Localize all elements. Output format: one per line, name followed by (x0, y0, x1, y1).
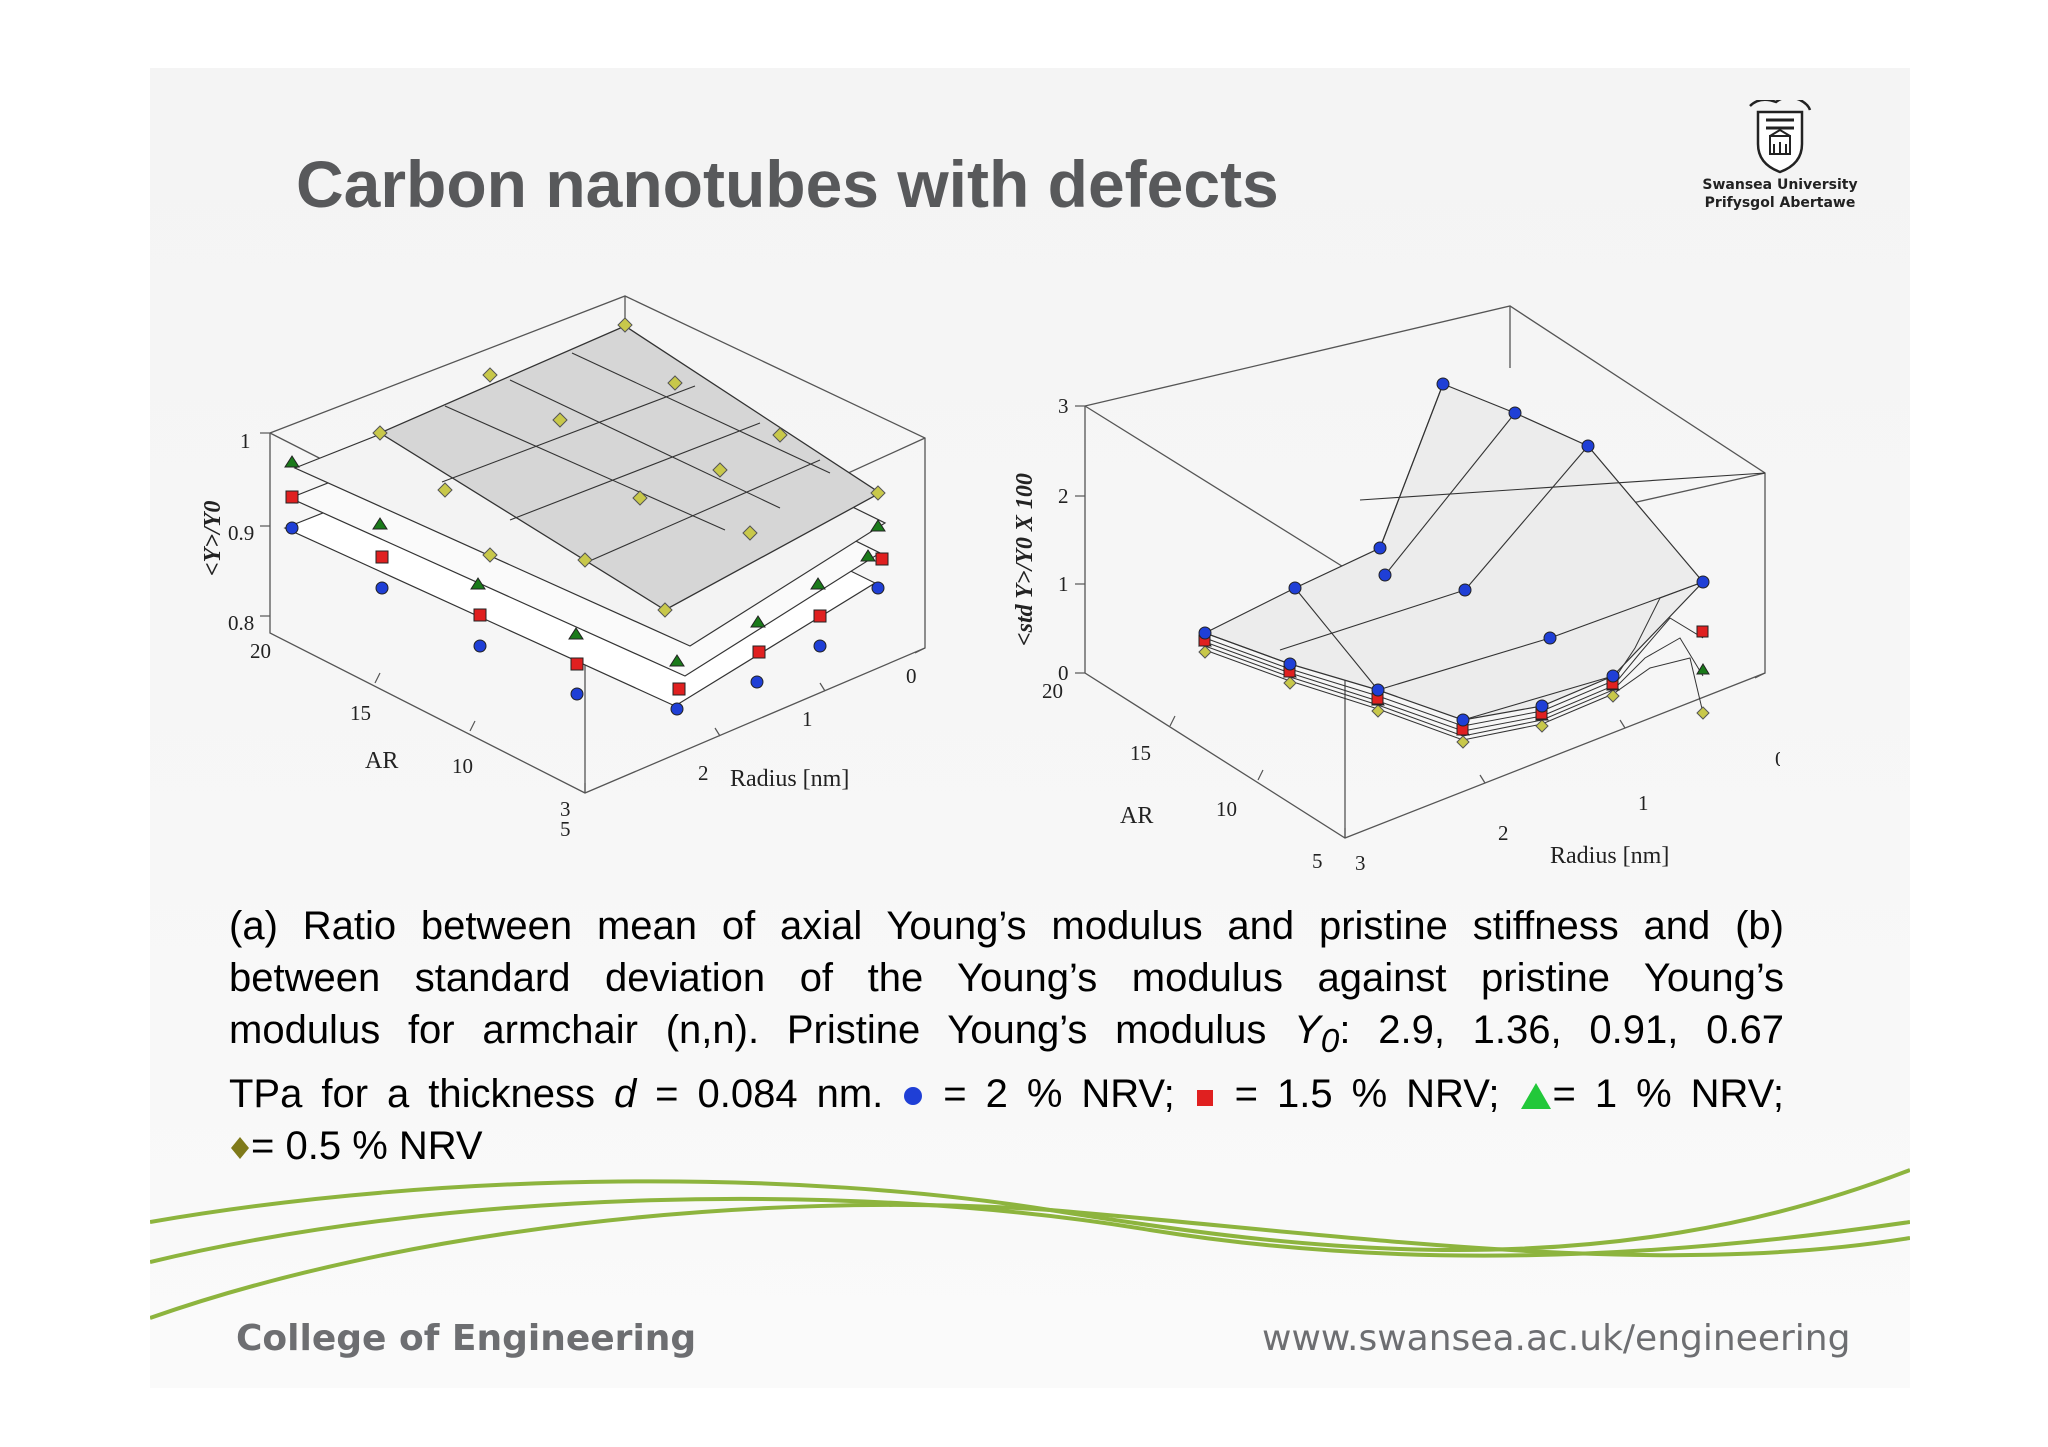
fig-a-artick-2: 15 (350, 701, 371, 725)
figure-b-plot: 3 2 1 0 20 15 10 5 0 1 2 3 AR Radius [nm… (1012, 305, 1780, 875)
caption-line-1: (a) Ratio between mean of axial Young’s … (229, 904, 1784, 948)
legend-green-text: = 1 % NRV; (1552, 1072, 1784, 1116)
figure-caption: (a) Ratio between mean of axial Young’s … (229, 900, 1784, 1172)
fig-a-ztick-3: 0.8 (228, 611, 254, 635)
caption-line-4: TPa for a thickness d = 0.084 nm. = 2 % … (229, 1068, 1784, 1120)
fig-b-artick-4: 5 (1312, 849, 1323, 873)
fig-a-artick-3: 10 (452, 754, 473, 778)
figure-b-markers (1198, 377, 1710, 749)
fig-b-z-label: <std Y>/Y0 X 100 (1012, 473, 1038, 646)
decorative-wave-lines (150, 1168, 1910, 1320)
caption-line-5: = 0.5 % NRV (229, 1120, 1784, 1172)
footer-college-name: College of Engineering (236, 1318, 697, 1359)
fig-a-radius-label: Radius [nm] (730, 766, 849, 792)
fig-b-rtick-2: 1 (1638, 791, 1649, 815)
fig-b-ztick-4: 0 (1058, 661, 1069, 685)
fig-b-rtick-4: 3 (1355, 851, 1366, 875)
fig-a-artick-4: 5 (560, 817, 571, 841)
legend-olive-text: = 0.5 % NRV (251, 1124, 483, 1168)
slide-title: Carbon nanotubes with defects (296, 147, 1279, 221)
university-welsh-name: Prifysgol Abertawe (1704, 195, 1856, 211)
footer-website-url: www.swansea.ac.uk/engineering (1262, 1318, 1851, 1359)
caption-line-2: between standard deviation of the Young’… (229, 956, 1784, 1000)
caption-line-3: modulus for armchair (n,n). Pristine You… (229, 1004, 1784, 1068)
fig-a-artick-1: 20 (250, 639, 271, 663)
fig-a-rtick-2: 1 (802, 707, 813, 731)
university-crest-icon (1749, 100, 1812, 174)
fig-a-ztick-1: 1 (240, 429, 251, 453)
fig-a-rtick-4: 3 (560, 797, 571, 821)
green-triangle-icon (1520, 1083, 1551, 1110)
university-name: Swansea University (1702, 177, 1858, 193)
fig-a-rtick-3: 2 (698, 761, 709, 785)
caption-line-4-mid: = 0.084 nm. (636, 1072, 903, 1116)
fig-b-ar-label: AR (1120, 803, 1153, 829)
surface-plots-figure: 1 0.9 0.8 20 15 10 5 0 1 2 3 AR Radius [… (200, 295, 1780, 875)
fig-b-radius-label: Radius [nm] (1550, 843, 1669, 869)
fig-a-z-label: <Y>/Y0 (200, 501, 226, 576)
university-logo-text: Swansea University Prifysgol Abertawe (1690, 176, 1870, 212)
fig-b-ztick-2: 2 (1058, 484, 1069, 508)
fig-b-artick-1: 20 (1042, 679, 1063, 703)
blue-circle-icon (904, 1087, 923, 1106)
fig-b-ztick-1: 3 (1058, 394, 1069, 418)
fig-b-artick-2: 15 (1130, 741, 1151, 765)
caption-line-4-pre: TPa for a thickness (229, 1072, 614, 1116)
fig-a-ztick-2: 0.9 (228, 521, 254, 545)
slide-background (150, 68, 1910, 1388)
d-symbol: d (613, 1072, 637, 1116)
red-square-icon (1196, 1090, 1213, 1107)
figure-a-markers (284, 317, 889, 716)
fig-a-rtick-1: 0 (906, 664, 917, 688)
legend-red-text: = 1.5 % NRV; (1215, 1072, 1519, 1116)
fig-b-ztick-3: 1 (1058, 572, 1069, 596)
fig-a-ar-label: AR (365, 748, 398, 774)
caption-line-3-pre: modulus for armchair (n,n). Pristine You… (229, 1008, 1295, 1052)
fig-b-rtick-3: 2 (1498, 821, 1509, 845)
y0-subscript: 0 (1320, 1023, 1340, 1060)
fig-b-rtick-1: 0 (1775, 747, 1780, 771)
figure-a-plot: 1 0.9 0.8 20 15 10 5 0 1 2 3 AR Radius [… (200, 295, 926, 841)
olive-diamond-icon (231, 1137, 249, 1160)
y0-symbol: Y (1294, 1008, 1321, 1052)
legend-blue-text: = 2 % NRV; (924, 1072, 1194, 1116)
fig-b-artick-3: 10 (1216, 797, 1237, 821)
figure-a-surfaces (283, 325, 887, 707)
caption-line-3-post: : 2.9, 1.36, 0.91, 0.67 (1339, 1008, 1784, 1052)
